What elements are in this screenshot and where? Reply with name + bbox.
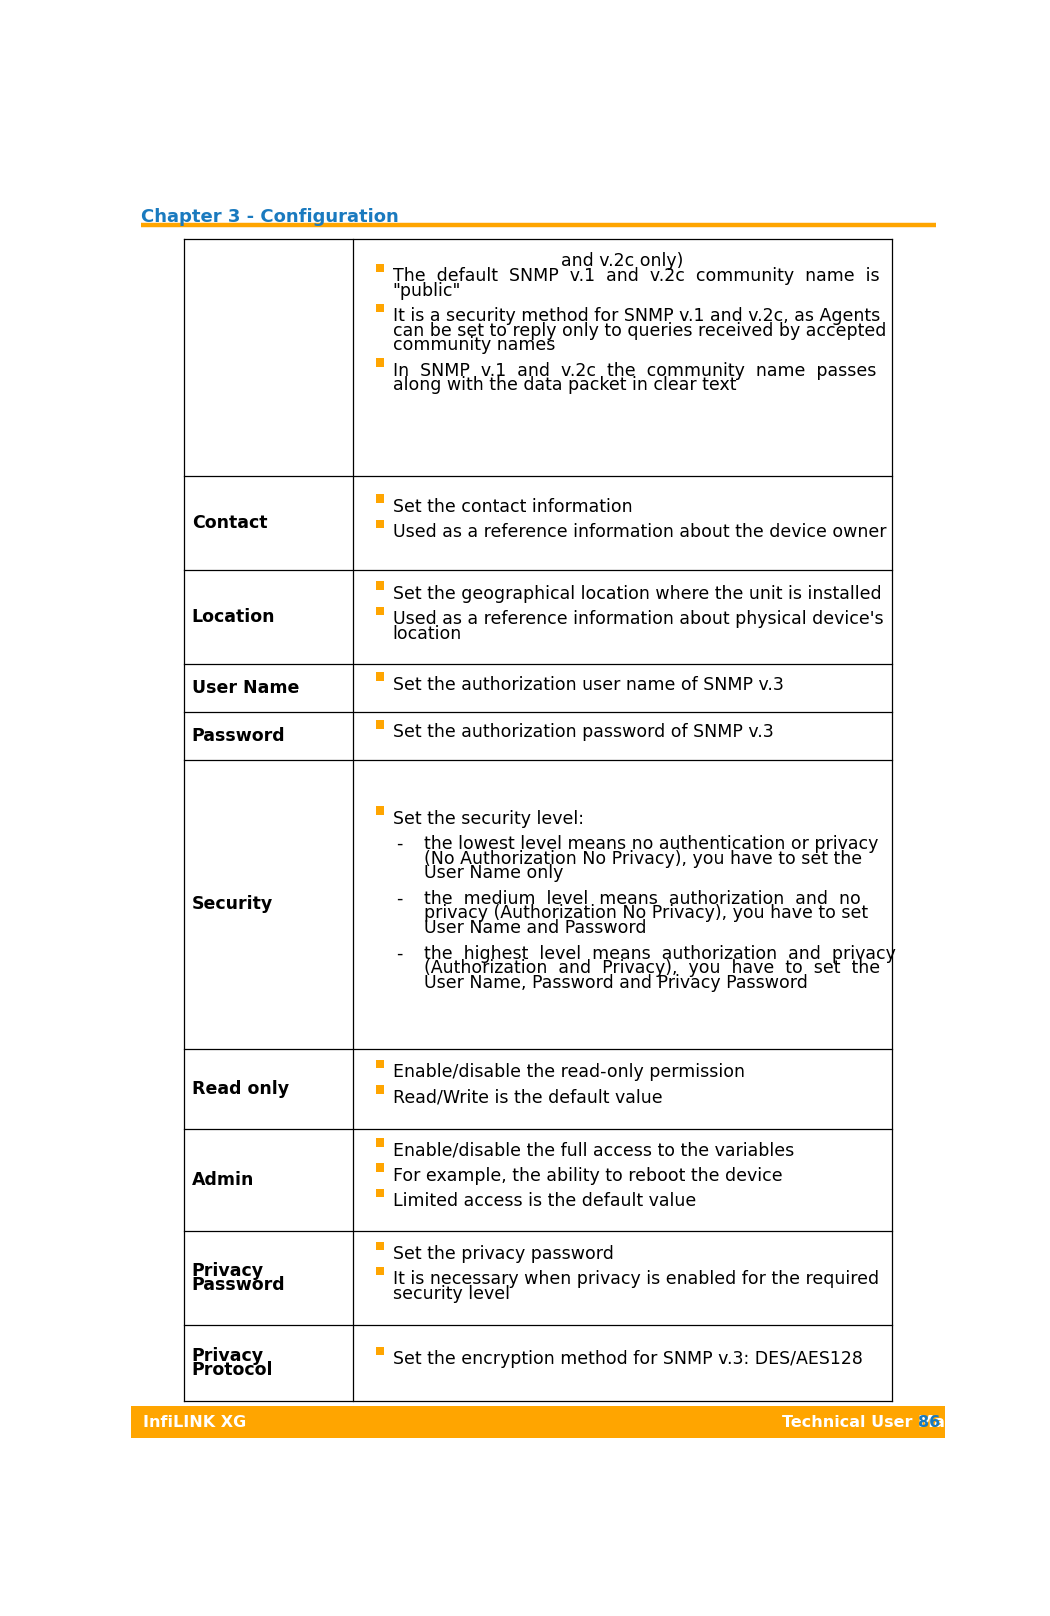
Bar: [131, 1406, 945, 1438]
Bar: [376, 494, 384, 503]
Text: InfiLINK XG: InfiLINK XG: [143, 1414, 246, 1430]
Text: Set the privacy password: Set the privacy password: [393, 1244, 613, 1264]
Text: User Name only: User Name only: [424, 865, 563, 882]
Text: Password: Password: [192, 727, 286, 745]
Text: Used as a reference information about physical device's: Used as a reference information about ph…: [393, 611, 883, 629]
Text: It is necessary when privacy is enabled for the required: It is necessary when privacy is enabled …: [393, 1270, 879, 1288]
Text: Used as a reference information about the device owner: Used as a reference information about th…: [393, 524, 886, 541]
Text: Set the authorization password of SNMP v.3: Set the authorization password of SNMP v…: [393, 724, 774, 742]
Text: location: location: [393, 625, 462, 643]
Text: 86: 86: [919, 1414, 941, 1430]
Text: Set the contact information: Set the contact information: [393, 498, 632, 516]
Text: Privacy: Privacy: [192, 1348, 264, 1366]
Text: Read/Write is the default value: Read/Write is the default value: [393, 1089, 663, 1107]
Text: Security: Security: [192, 895, 273, 913]
Text: Set the encryption method for SNMP v.3: DES/AES128: Set the encryption method for SNMP v.3: …: [393, 1351, 863, 1369]
Text: Contact: Contact: [192, 514, 267, 532]
Text: Enable/disable the full access to the variables: Enable/disable the full access to the va…: [393, 1141, 794, 1159]
Bar: [376, 672, 384, 680]
Text: Limited access is the default value: Limited access is the default value: [393, 1193, 696, 1210]
Text: Privacy: Privacy: [192, 1262, 264, 1280]
Text: along with the data packet in clear text: along with the data packet in clear text: [393, 377, 736, 394]
Text: Technical User Manual: Technical User Manual: [782, 1414, 984, 1430]
Text: The  default  SNMP  v.1  and  v.2c  community  name  is: The default SNMP v.1 and v.2c community …: [393, 267, 880, 284]
Text: Set the geographical location where the unit is installed: Set the geographical location where the …: [393, 585, 881, 603]
Text: Set the authorization user name of SNMP v.3: Set the authorization user name of SNMP …: [393, 675, 783, 693]
Text: User Name, Password and Privacy Password: User Name, Password and Privacy Password: [424, 974, 807, 992]
Text: -: -: [396, 890, 402, 908]
Bar: [376, 304, 384, 312]
Text: privacy (Authorization No Privacy), you have to set: privacy (Authorization No Privacy), you …: [424, 905, 868, 923]
Text: security level: security level: [393, 1285, 510, 1302]
Text: the lowest level means no authentication or privacy: the lowest level means no authentication…: [424, 835, 878, 853]
Text: Read only: Read only: [192, 1079, 289, 1097]
Bar: [376, 582, 384, 590]
Text: (Authorization  and  Privacy),  you  have  to  set  the: (Authorization and Privacy), you have to…: [424, 960, 880, 978]
Text: and v.2c only): and v.2c only): [562, 252, 684, 270]
Bar: [376, 1164, 384, 1172]
Text: Location: Location: [192, 608, 275, 627]
Text: Protocol: Protocol: [192, 1361, 273, 1378]
Text: the  highest  level  means  authorization  and  privacy: the highest level means authorization an…: [424, 944, 896, 963]
Text: Password: Password: [192, 1275, 286, 1293]
Text: "public": "public": [393, 281, 461, 299]
Text: Set the security level:: Set the security level:: [393, 810, 584, 827]
Text: It is a security method for SNMP v.1 and v.2c, as Agents: It is a security method for SNMP v.1 and…: [393, 307, 880, 325]
Bar: [376, 721, 384, 729]
Bar: [376, 1189, 384, 1197]
Bar: [376, 1086, 384, 1094]
Bar: [376, 263, 384, 271]
Bar: [376, 1241, 384, 1251]
Text: Enable/disable the read-only permission: Enable/disable the read-only permission: [393, 1063, 744, 1081]
Text: Chapter 3 - Configuration: Chapter 3 - Configuration: [141, 208, 398, 226]
Bar: [376, 606, 384, 616]
Bar: [376, 806, 384, 814]
Bar: [376, 1060, 384, 1068]
Text: In  SNMP  v.1  and  v.2c  the  community  name  passes: In SNMP v.1 and v.2c the community name …: [393, 362, 876, 380]
Bar: [376, 1267, 384, 1275]
Text: User Name: User Name: [192, 679, 299, 698]
Text: (No Authorization No Privacy), you have to set the: (No Authorization No Privacy), you have …: [424, 850, 862, 868]
Text: -: -: [396, 944, 402, 963]
Text: For example, the ability to reboot the device: For example, the ability to reboot the d…: [393, 1167, 782, 1185]
Text: User Name and Password: User Name and Password: [424, 920, 647, 937]
Bar: [376, 520, 384, 528]
Bar: [376, 359, 384, 367]
Text: the  medium  level  means  authorization  and  no: the medium level means authorization and…: [424, 890, 861, 908]
Text: Admin: Admin: [192, 1170, 254, 1189]
Bar: [376, 1138, 384, 1147]
Text: community names: community names: [393, 336, 555, 354]
Bar: [376, 1346, 384, 1356]
Text: -: -: [396, 835, 402, 853]
Text: can be set to reply only to queries received by accepted: can be set to reply only to queries rece…: [393, 322, 886, 339]
